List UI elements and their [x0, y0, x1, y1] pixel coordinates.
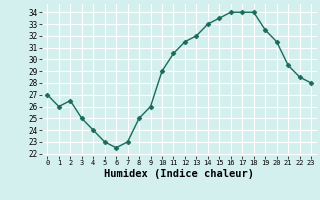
X-axis label: Humidex (Indice chaleur): Humidex (Indice chaleur) — [104, 169, 254, 179]
